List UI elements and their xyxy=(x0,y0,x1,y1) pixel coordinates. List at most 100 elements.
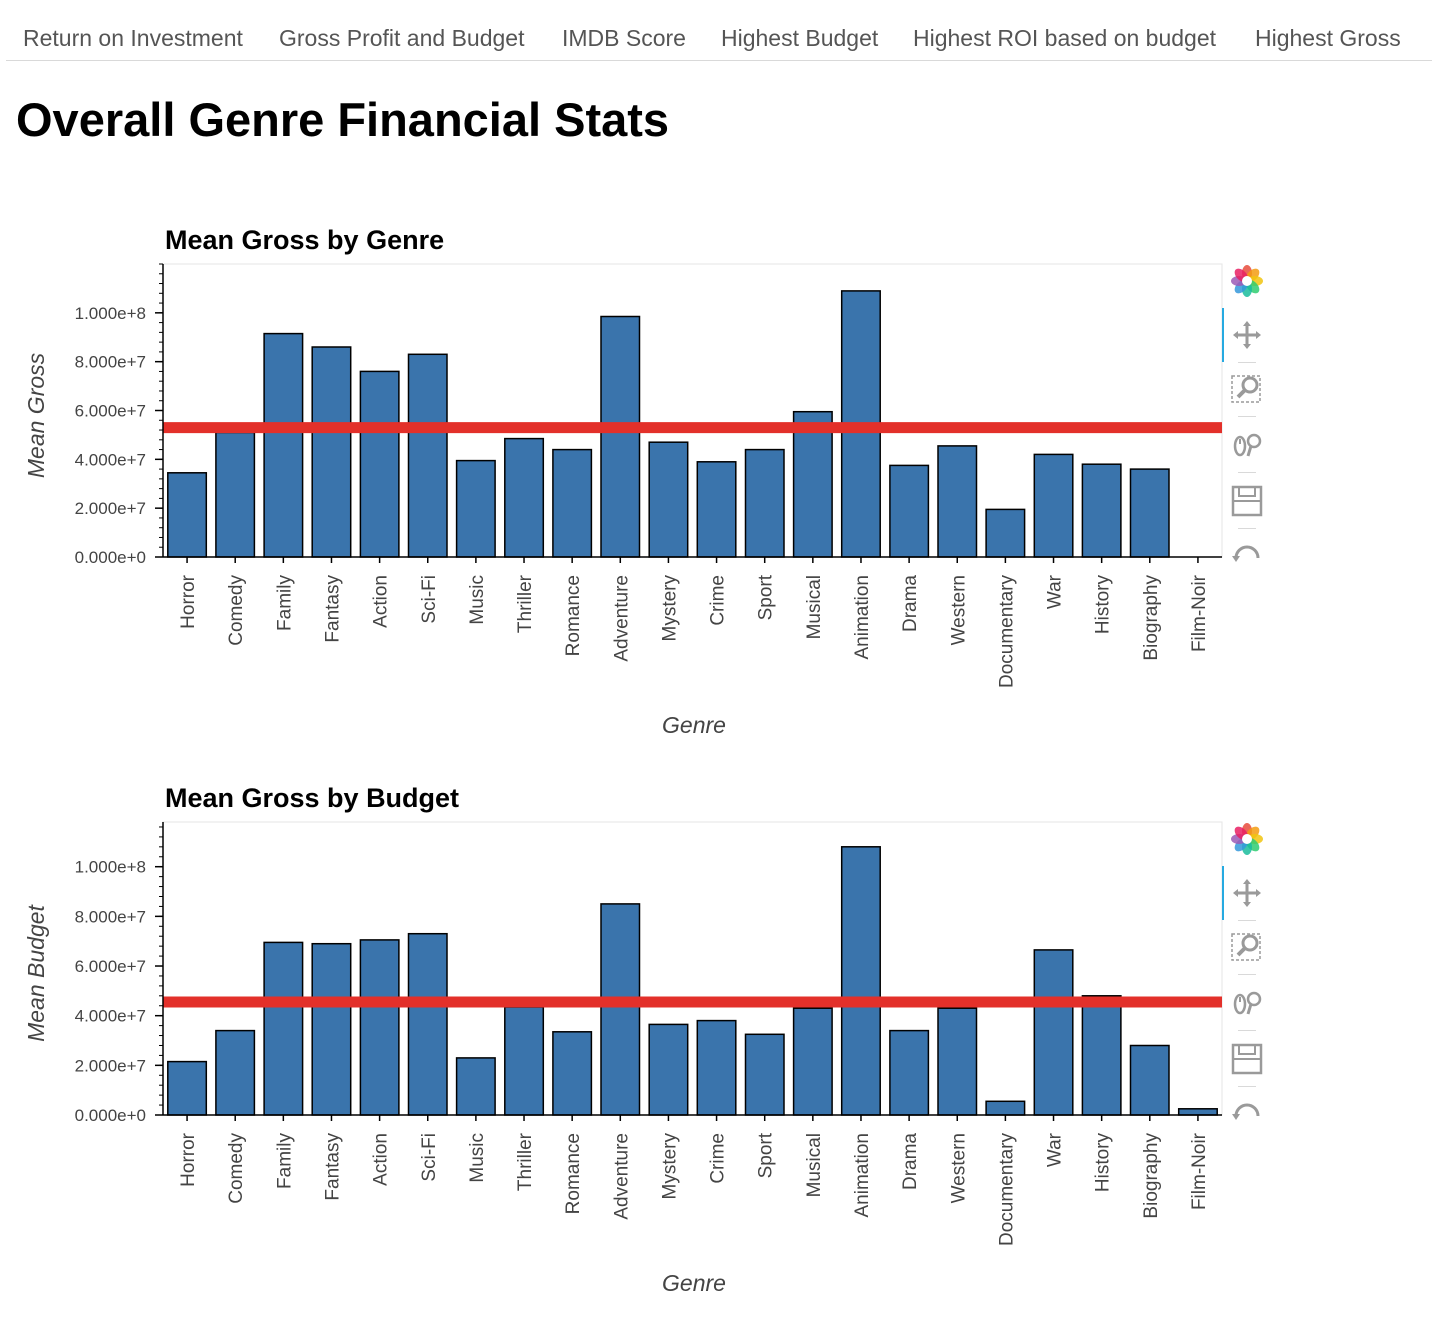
y-tick-label: 1.000e+8 xyxy=(75,858,146,877)
bar-action xyxy=(359,939,400,1116)
box-zoom-icon[interactable] xyxy=(1230,930,1264,964)
x-tick-label-musical: Musical xyxy=(804,1133,825,1197)
bar-horror xyxy=(167,1060,208,1116)
active-tool-indicator xyxy=(1222,866,1224,920)
bar-comedy xyxy=(215,1029,256,1116)
bar-musical xyxy=(792,410,833,558)
bar-western xyxy=(937,445,978,558)
wheel-zoom-icon[interactable] xyxy=(1230,428,1264,462)
bar-adventure xyxy=(600,315,641,558)
bar-documentary xyxy=(985,1100,1026,1116)
page-title: Overall Genre Financial Stats xyxy=(16,93,670,146)
x-tick-label-adventure: Adventure xyxy=(611,575,632,662)
x-tick-label-animation: Animation xyxy=(852,575,873,660)
x-tick-label-history: History xyxy=(1093,1133,1114,1193)
mean-gross-by-genre-chart[interactable]: Mean Gross by Genre 0.000e+0 2.000e+7 4.000… xyxy=(0,200,1432,760)
bar-thriller xyxy=(504,437,545,558)
y-tick-label: 0.000e+0 xyxy=(75,1106,146,1125)
x-tick-label-animation: Animation xyxy=(852,1133,873,1218)
x-tick-label-family: Family xyxy=(274,1133,295,1189)
x-tick-label-horror: Horror xyxy=(178,1132,199,1187)
x-tick-label-documentary: Documentary xyxy=(996,1133,1017,1246)
toolbar-separator xyxy=(1238,1086,1256,1087)
x-tick-label-film-noir: Film-Noir xyxy=(1189,1132,1210,1210)
x-tick-label-biography: Biography xyxy=(1141,1133,1162,1219)
bar-romance xyxy=(552,1031,593,1116)
save-icon[interactable] xyxy=(1230,1042,1264,1076)
pan-icon[interactable] xyxy=(1230,318,1264,352)
bar-sport xyxy=(744,448,785,558)
y-tick-label: 6.000e+7 xyxy=(75,957,146,976)
x-axis-label: Genre xyxy=(662,712,726,738)
mean-gross-by-budget-chart[interactable]: Mean Gross by Budget 0.000e+0 2.000e+7 4.00… xyxy=(0,758,1432,1318)
y-tick-label: 8.000e+7 xyxy=(75,353,146,372)
x-tick-label-family: Family xyxy=(274,575,295,631)
x-tick-label-romance: Romance xyxy=(563,1133,584,1214)
reset-icon[interactable] xyxy=(1230,1096,1264,1130)
x-tick-label-mystery: Mystery xyxy=(659,1133,680,1200)
y-tick-label: 1.000e+8 xyxy=(75,304,146,323)
y-tick-label: 4.000e+7 xyxy=(75,450,146,469)
toolbar-separator xyxy=(1238,472,1256,473)
x-tick-label-war: War xyxy=(1045,1132,1066,1167)
bar-romance xyxy=(552,448,593,558)
bar-history xyxy=(1081,463,1122,558)
bar-music xyxy=(455,459,496,558)
y-axis-label: Mean Gross xyxy=(23,352,49,478)
x-tick-label-fantasy: Fantasy xyxy=(323,1133,344,1201)
bar-crime xyxy=(696,461,737,558)
bar-war xyxy=(1033,453,1074,558)
bar-biography xyxy=(1129,468,1170,558)
tab-highest-gross[interactable]: Highest Gross xyxy=(1255,25,1401,51)
bar-mystery xyxy=(648,441,689,558)
bar-animation xyxy=(840,846,881,1116)
x-tick-label-biography: Biography xyxy=(1141,575,1162,661)
bar-musical xyxy=(792,1007,833,1116)
bar-mystery xyxy=(648,1023,689,1116)
x-tick-label-music: Music xyxy=(467,1133,488,1183)
tab-gross-profit-and-budget[interactable]: Gross Profit and Budget xyxy=(279,25,525,51)
chart-toolbar xyxy=(1222,818,1272,1120)
x-tick-label-western: Western xyxy=(948,575,969,645)
x-tick-label-fantasy: Fantasy xyxy=(323,575,344,643)
toolbar-separator xyxy=(1238,974,1256,975)
nav-tabs: Return on Investment Gross Profit and Bu… xyxy=(6,0,1432,61)
x-tick-label-action: Action xyxy=(371,1133,392,1186)
x-tick-label-documentary: Documentary xyxy=(996,575,1017,688)
x-tick-label-sci-fi: Sci-Fi xyxy=(419,575,440,624)
bar-family xyxy=(263,941,304,1116)
x-tick-label-sci-fi: Sci-Fi xyxy=(419,1133,440,1182)
bokeh-logo-icon[interactable] xyxy=(1230,264,1264,298)
x-tick-label-musical: Musical xyxy=(804,575,825,639)
reset-icon[interactable] xyxy=(1230,538,1264,572)
x-tick-label-comedy: Comedy xyxy=(226,1133,247,1204)
bar-biography xyxy=(1129,1044,1170,1116)
x-tick-label-comedy: Comedy xyxy=(226,575,247,646)
bar-drama xyxy=(889,1029,930,1116)
tab-highest-roi-based-on-budget[interactable]: Highest ROI based on budget xyxy=(913,25,1217,51)
tab-imdb-score[interactable]: IMDB Score xyxy=(562,25,686,51)
x-tick-label-history: History xyxy=(1093,575,1114,635)
toolbar-separator xyxy=(1238,920,1256,921)
y-tick-label: 4.000e+7 xyxy=(75,1007,146,1026)
bar-music xyxy=(455,1057,496,1116)
y-tick-label: 2.000e+7 xyxy=(75,499,146,518)
tab-return-on-investment[interactable]: Return on Investment xyxy=(23,25,243,51)
tab-highest-budget[interactable]: Highest Budget xyxy=(721,25,879,51)
chart-title: Mean Gross by Genre xyxy=(165,225,444,255)
pan-icon[interactable] xyxy=(1230,876,1264,910)
active-tool-indicator xyxy=(1222,308,1224,362)
bar-sport xyxy=(744,1033,785,1116)
x-tick-label-sport: Sport xyxy=(756,1132,777,1178)
save-icon[interactable] xyxy=(1230,484,1264,518)
chart-toolbar xyxy=(1222,260,1272,562)
box-zoom-icon[interactable] xyxy=(1230,372,1264,406)
bar-adventure xyxy=(600,903,641,1116)
wheel-zoom-icon[interactable] xyxy=(1230,986,1264,1020)
y-tick-label: 0.000e+0 xyxy=(75,548,146,567)
x-tick-label-crime: Crime xyxy=(708,1133,729,1184)
bokeh-logo-icon[interactable] xyxy=(1230,822,1264,856)
x-tick-label-thriller: Thriller xyxy=(515,574,536,633)
y-tick-label: 2.000e+7 xyxy=(75,1056,146,1075)
x-tick-label-thriller: Thriller xyxy=(515,1132,536,1191)
